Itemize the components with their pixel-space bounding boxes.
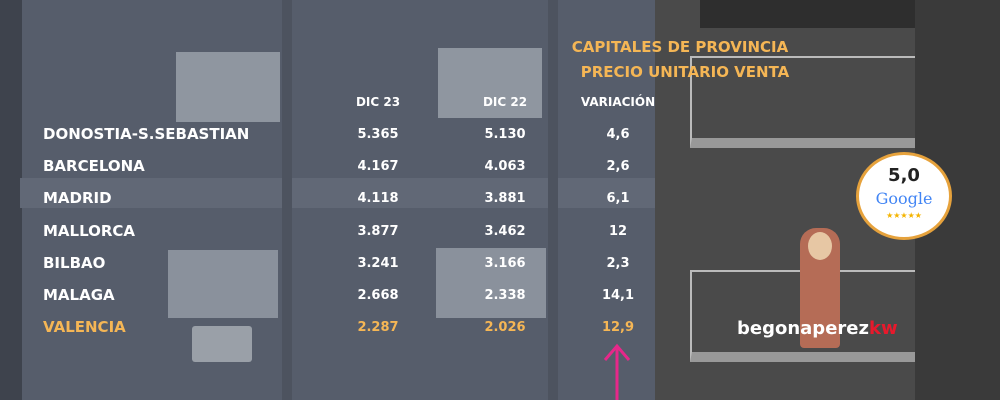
price-cell: 2.668 — [357, 288, 399, 303]
title-line: PRECIO UNITARIO VENTA — [580, 63, 790, 81]
price-cell: 5.130 — [484, 127, 526, 142]
price-cell: 6,1 — [606, 191, 630, 207]
window — [176, 52, 280, 122]
province: MALAGA — [43, 286, 115, 304]
price-cell: 4,6 — [606, 127, 630, 142]
signature-name: begonaperez — [737, 318, 869, 339]
price-cell: 2,6 — [606, 159, 630, 175]
column-header: DIC 22 — [482, 95, 528, 109]
province: VALENCIA — [43, 318, 126, 337]
price-cell: 3.881 — [484, 191, 526, 207]
price-cell: 5.365 — [357, 127, 399, 142]
signature-suffix: kw — [868, 318, 898, 339]
price-cell: 4.118 — [357, 191, 399, 207]
price-cell: 3.241 — [357, 255, 399, 271]
wall-edge — [0, 0, 22, 400]
ac-unit — [192, 326, 252, 362]
window — [168, 250, 278, 318]
brand: Google — [875, 189, 933, 208]
awning — [700, 0, 915, 28]
price-cell: 12 — [608, 223, 628, 239]
stars: ★★★★★ — [886, 211, 922, 220]
province: MADRID — [43, 189, 112, 208]
window — [436, 248, 546, 318]
arrow — [603, 343, 631, 400]
price-cell: 12,9 — [601, 320, 635, 336]
pillar — [548, 0, 558, 400]
price-cell: 4.167 — [357, 159, 399, 175]
pillar — [282, 0, 292, 400]
province: DONOSTIA-S.SEBASTIAN — [43, 125, 250, 143]
column-header: VARIACIÓN — [580, 95, 656, 109]
rating-badge: 5,0 Google ★★★★★ — [856, 152, 952, 240]
ledge — [20, 178, 660, 208]
price-cell: 2.287 — [357, 320, 399, 336]
price-cell: 3.877 — [357, 223, 399, 239]
price-cell: 2.338 — [484, 288, 526, 303]
price-cell: 14,1 — [601, 288, 635, 303]
rating: 5,0 — [888, 165, 920, 186]
person-face — [808, 232, 832, 260]
signature: begonaperezkw — [737, 318, 898, 339]
window — [438, 48, 542, 118]
column-header: DIC 23 — [355, 95, 401, 109]
title-line: CAPITALES DE PROVINCIA — [571, 38, 789, 56]
price-cell: 2.026 — [484, 320, 526, 336]
price-cell: 3.166 — [484, 255, 526, 271]
province: BARCELONA — [43, 157, 145, 176]
price-cell: 4.063 — [484, 159, 526, 175]
price-cell: 3.462 — [484, 223, 526, 239]
province: BILBAO — [43, 253, 106, 272]
province: MALLORCA — [43, 221, 136, 240]
price-cell: 2,3 — [606, 255, 630, 271]
